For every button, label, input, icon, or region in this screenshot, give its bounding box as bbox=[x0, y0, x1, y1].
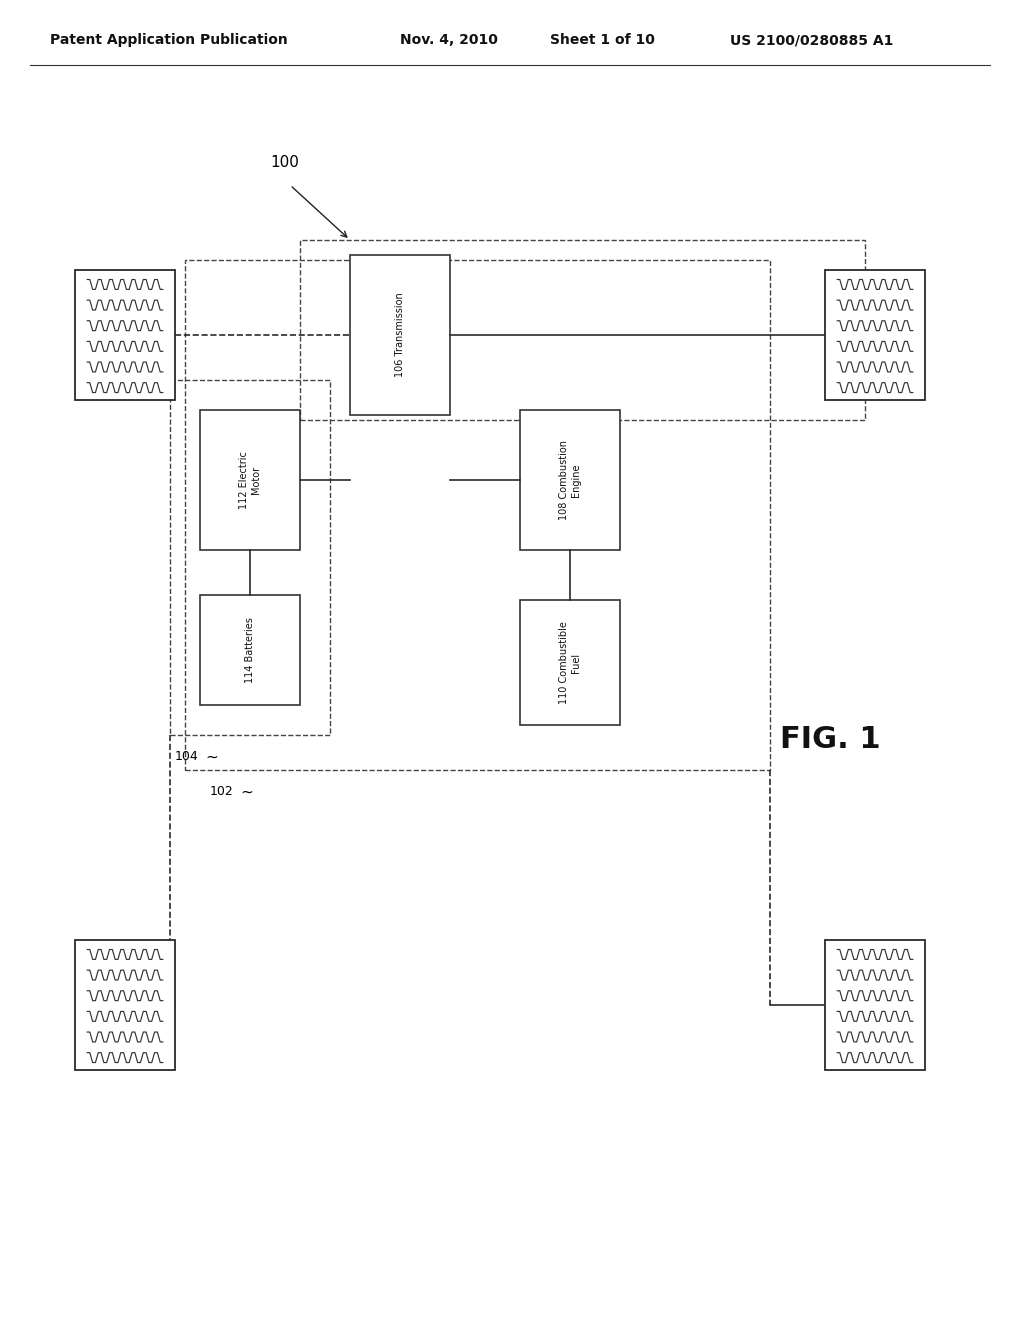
Text: Patent Application Publication: Patent Application Publication bbox=[50, 33, 288, 48]
Bar bbox=[75, 271, 175, 400]
Text: Sheet 1 of 10: Sheet 1 of 10 bbox=[550, 33, 655, 48]
Bar bbox=[170, 380, 330, 735]
Text: ~: ~ bbox=[205, 750, 218, 766]
Text: 110 Combustible
Fuel: 110 Combustible Fuel bbox=[559, 622, 581, 704]
Bar bbox=[200, 411, 300, 550]
Bar bbox=[520, 411, 620, 550]
Text: 114 Batteries: 114 Batteries bbox=[245, 616, 255, 682]
Text: 104: 104 bbox=[175, 750, 199, 763]
Text: 106 Transmission: 106 Transmission bbox=[395, 293, 406, 378]
Text: Nov. 4, 2010: Nov. 4, 2010 bbox=[400, 33, 498, 48]
Bar bbox=[825, 940, 925, 1071]
Bar bbox=[75, 940, 175, 1071]
Text: 108 Combustion
Engine: 108 Combustion Engine bbox=[559, 440, 581, 520]
Bar bbox=[185, 260, 770, 770]
Bar bbox=[520, 601, 620, 725]
Bar bbox=[825, 271, 925, 400]
Text: FIG. 1: FIG. 1 bbox=[780, 726, 881, 755]
Text: US 2100/0280885 A1: US 2100/0280885 A1 bbox=[730, 33, 893, 48]
Text: 112 Electric
Motor: 112 Electric Motor bbox=[240, 451, 261, 510]
Bar bbox=[350, 255, 450, 414]
Text: ~: ~ bbox=[240, 785, 253, 800]
Bar bbox=[200, 595, 300, 705]
Bar bbox=[300, 240, 865, 420]
Text: 102: 102 bbox=[210, 785, 233, 799]
Text: 100: 100 bbox=[270, 154, 299, 170]
